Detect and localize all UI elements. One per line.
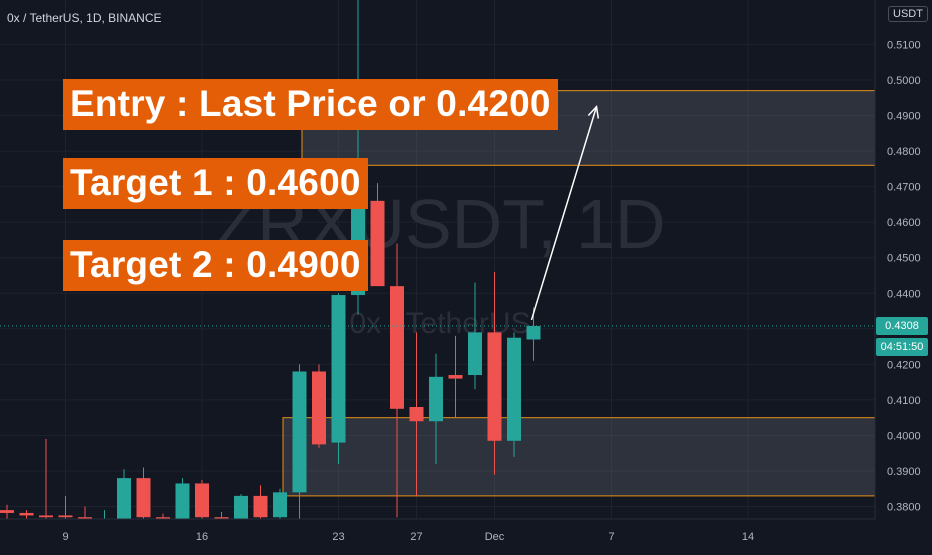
y-tick-label: 0.4700 <box>887 182 921 194</box>
candle-body <box>117 478 131 519</box>
candles <box>0 0 541 521</box>
y-tick-label: 0.4000 <box>887 430 921 442</box>
y-tick-label: 0.4600 <box>887 217 921 229</box>
x-tick-label: 16 <box>196 531 208 543</box>
price-axis-panel <box>875 0 932 550</box>
candle-body <box>312 371 326 445</box>
candle-body <box>409 407 424 422</box>
candle-body <box>331 295 346 443</box>
candle-body <box>175 483 190 519</box>
x-tick-label: 27 <box>410 531 422 543</box>
x-tick-label: 23 <box>332 531 344 543</box>
candle-body <box>214 517 229 519</box>
countdown-tag: 04:51:50 <box>876 337 928 356</box>
candle-body <box>19 512 34 516</box>
candle-body <box>58 515 73 518</box>
x-tick-label: Dec <box>485 531 505 543</box>
candle-body <box>253 495 268 518</box>
candle-body <box>78 517 92 519</box>
candle-body <box>273 492 287 518</box>
y-tick-label: 0.5000 <box>887 75 921 87</box>
y-tick-label: 0.5100 <box>887 39 921 51</box>
y-tick-label: 0.4200 <box>887 359 921 371</box>
candle-body <box>429 376 443 422</box>
candle-body <box>507 337 521 441</box>
last-price-tag: 0.4308 <box>876 316 928 335</box>
y-tick-label: 0.4100 <box>887 395 921 407</box>
candle-body <box>370 200 385 287</box>
arrow-line <box>530 106 598 321</box>
x-tick-label: 9 <box>62 531 68 543</box>
overlays <box>0 104 875 327</box>
watermark-sub: 0x / TetherUS <box>349 307 530 340</box>
candle-body <box>156 517 170 519</box>
symbol-title[interactable]: 0x / TetherUS, 1D, BINANCE <box>7 11 162 25</box>
y-tick-label: 0.4400 <box>887 288 921 300</box>
time-axis-panel <box>0 519 932 550</box>
candle-body <box>526 325 541 340</box>
candle-body <box>468 332 482 376</box>
y-tick-label: 0.4500 <box>887 253 921 265</box>
target2-label: Target 2 : 0.4900 <box>63 240 368 291</box>
candle-body <box>292 371 307 493</box>
arrow-head <box>587 104 600 119</box>
candle-body <box>234 495 248 519</box>
candle-body <box>390 286 404 409</box>
candle-body <box>448 375 463 379</box>
x-tick-label: 14 <box>742 531 754 543</box>
support-zone <box>282 417 876 497</box>
grid <box>0 0 875 519</box>
candle-body <box>0 510 14 513</box>
candle-body <box>39 515 53 518</box>
y-tick-label: 0.3800 <box>887 502 921 514</box>
y-tick-label: 0.4900 <box>887 111 921 123</box>
y-tick-label: 0.3900 <box>887 466 921 478</box>
candle-body <box>487 332 502 441</box>
entry-label: Entry : Last Price or 0.4200 <box>63 79 558 130</box>
candle-body <box>136 478 151 518</box>
target1-label: Target 1 : 0.4600 <box>63 158 368 209</box>
x-tick-label: 7 <box>608 531 614 543</box>
candle-body <box>195 483 209 518</box>
currency-badge[interactable]: USDT <box>888 6 928 22</box>
y-tick-label: 0.4800 <box>887 146 921 158</box>
